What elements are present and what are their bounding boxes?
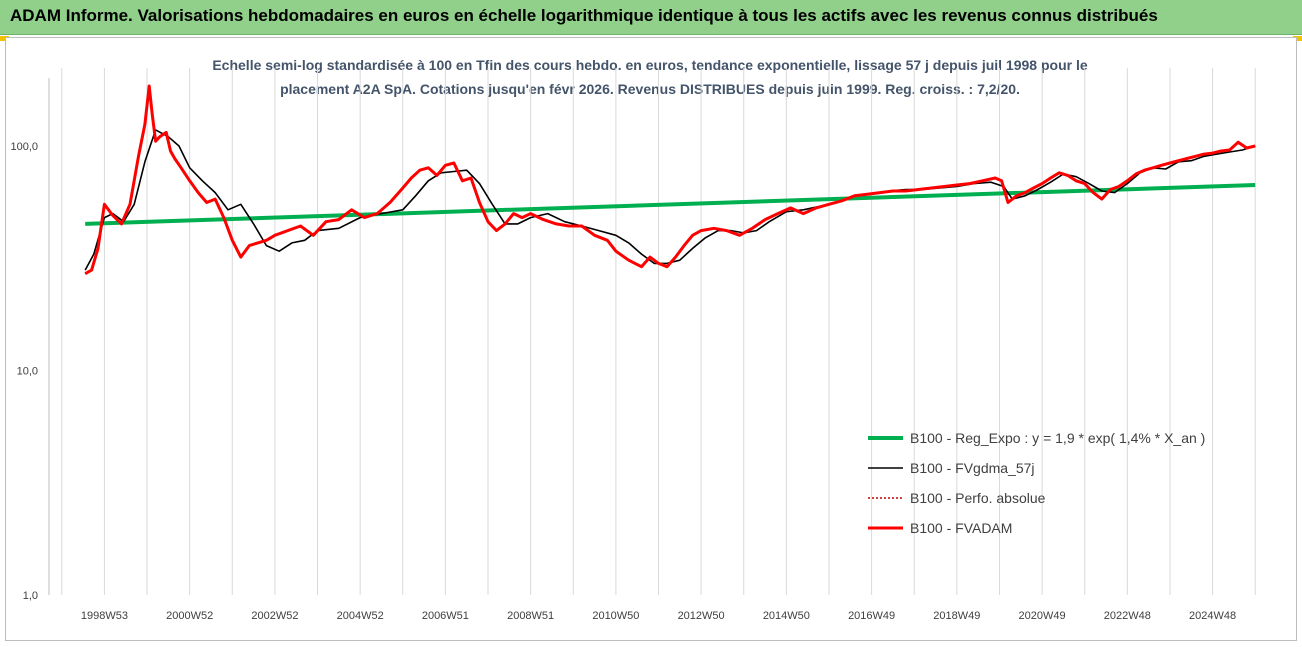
x-grid <box>61 68 1256 595</box>
x-tick-label: 2000W52 <box>166 610 213 622</box>
chart-title-line1: Echelle semi-log standardisée à 100 en T… <box>212 57 1088 73</box>
legend-label: B100 - Reg_Expo : y = 1,9 * exp( 1,4% * … <box>910 430 1205 446</box>
banner-title: ADAM Informe. Valorisations hebdomadaire… <box>10 6 1158 25</box>
legend: B100 - Reg_Expo : y = 1,9 * exp( 1,4% * … <box>868 430 1205 536</box>
x-tick-label: 2008W51 <box>507 610 554 622</box>
corner-marker-left <box>0 36 9 41</box>
series-lines <box>84 84 1256 276</box>
x-tick-label: 2020W49 <box>1019 610 1066 622</box>
chart-frame <box>5 37 1297 641</box>
chart-title-line2: placement A2A SpA. Cotations jusqu'en fé… <box>280 81 1020 97</box>
series-line-b100-fvadam <box>84 84 1256 276</box>
legend-label: B100 - FVgdma_57j <box>910 460 1035 476</box>
y-tick-label: 1,0 <box>23 590 38 602</box>
y-tick-label: 10,0 <box>17 366 38 378</box>
x-tick-label: 2012W50 <box>678 610 725 622</box>
x-tick-label: 1998W53 <box>81 610 128 622</box>
x-axis-ticks: 1998W53 2000W52 2002W52 2004W52 2006W51 2008W… <box>81 610 1236 622</box>
x-tick-label: 2024W48 <box>1189 610 1236 622</box>
series-line-b100-perfo-absolue <box>84 85 1256 275</box>
chart-title: Echelle semi-log standardisée à 100 en T… <box>140 53 1160 101</box>
y-axis-ticks: 1,0 10,0 100,0 <box>10 141 38 602</box>
legend-label: B100 - FVADAM <box>910 520 1012 536</box>
x-tick-label: 2004W52 <box>337 610 384 622</box>
legend-label: B100 - Perfo. absolue <box>910 490 1046 506</box>
x-tick-label: 2022W48 <box>1104 610 1151 622</box>
x-tick-label: 2010W50 <box>592 610 639 622</box>
corner-marker-right <box>1293 36 1302 41</box>
title-banner: ADAM Informe. Valorisations hebdomadaire… <box>0 0 1302 35</box>
x-tick-label: 2002W52 <box>251 610 298 622</box>
series-line-b100-reg-expo-y-1-9-exp-1-4-x- <box>85 183 1256 226</box>
x-tick-label: 2016W49 <box>848 610 895 622</box>
x-tick-label: 2018W49 <box>933 610 980 622</box>
x-tick-label: 2006W51 <box>422 610 469 622</box>
y-tick-label: 100,0 <box>10 141 38 153</box>
x-tick-label: 2014W50 <box>763 610 810 622</box>
series-line-b100-fvgdma-57j <box>84 129 1256 271</box>
